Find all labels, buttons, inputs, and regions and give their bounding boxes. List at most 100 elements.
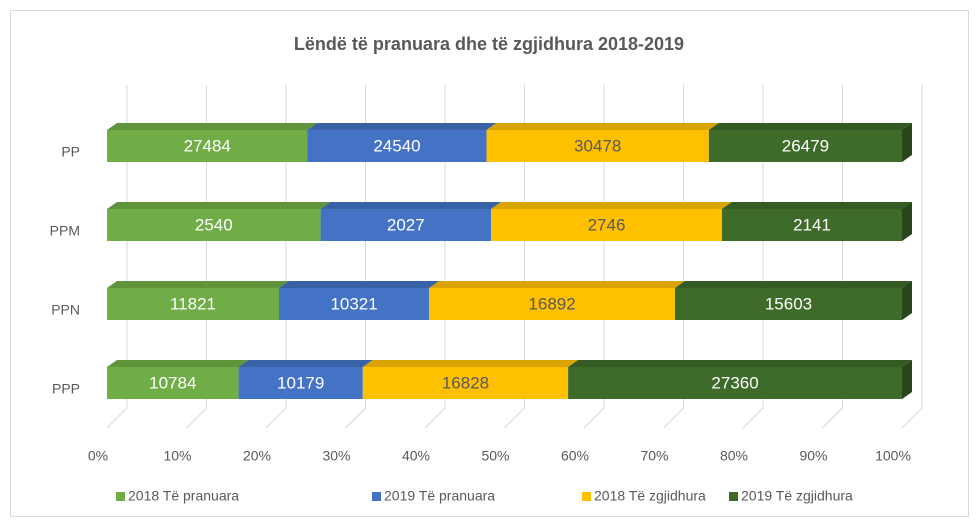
bar-top (429, 281, 685, 288)
data-label: 2746 (588, 215, 626, 234)
bar-segment (107, 123, 318, 162)
data-label: 11821 (170, 294, 216, 313)
bar-top (486, 123, 719, 130)
bar-segment (429, 281, 685, 320)
bar (107, 367, 239, 399)
bar-top-shade (279, 281, 440, 288)
legend-swatch (372, 492, 381, 501)
bar-segment (307, 123, 497, 162)
bar-top (279, 281, 440, 288)
bar (486, 130, 709, 162)
grid-line (186, 85, 207, 429)
bar-segment (107, 281, 290, 320)
x-tick-label: 10% (163, 448, 191, 464)
data-label: 24540 (373, 136, 420, 155)
data-label: 16828 (442, 373, 489, 392)
bar-segment (107, 360, 249, 399)
bar-top-shade (320, 202, 502, 209)
data-label: 2540 (195, 215, 233, 234)
bar-top-shade (107, 360, 249, 367)
bar-top (307, 123, 497, 130)
bar-top-shade (486, 123, 719, 130)
bar-segment (721, 202, 912, 241)
bar-top (721, 202, 912, 209)
bar-top-shade (721, 202, 912, 209)
grid-line (504, 85, 525, 429)
bar-side (902, 281, 912, 320)
bar-segment (362, 360, 579, 399)
data-label: 15603 (765, 294, 812, 313)
data-label: 16892 (528, 294, 575, 313)
bar-segment (279, 281, 440, 320)
grid-line (106, 85, 128, 429)
bar-top-shade (362, 360, 579, 367)
x-tick-label: 30% (322, 448, 350, 464)
grid-line (663, 85, 684, 429)
bar (491, 209, 722, 241)
bar-segment (238, 360, 373, 399)
bar (721, 209, 902, 241)
bar (674, 288, 902, 320)
bar-side-shade (902, 202, 912, 241)
bar-segment (568, 360, 912, 399)
bar (107, 209, 321, 241)
data-label: 10784 (149, 373, 196, 392)
bar-top-shade (674, 281, 912, 288)
data-label: 30478 (574, 136, 621, 155)
data-label: 2027 (387, 215, 425, 234)
legend-swatch (116, 492, 125, 501)
bar (279, 288, 430, 320)
data-label: 27484 (184, 136, 231, 155)
bar-top (107, 202, 331, 209)
legend-swatch (729, 492, 738, 501)
bar (238, 367, 363, 399)
x-tick-label: 70% (640, 448, 668, 464)
chart-border (10, 10, 969, 517)
legend-label: 2019 Të pranuara (384, 488, 495, 504)
y-tick-label: PPN (51, 302, 80, 318)
bar-top (320, 202, 502, 209)
bar-top-shade (429, 281, 685, 288)
x-tick-label: 0% (88, 448, 108, 464)
bar-top (674, 281, 912, 288)
data-label: 2141 (793, 215, 831, 234)
legend-label: 2018 Të zgjidhura (594, 488, 706, 504)
bar-top (107, 360, 249, 367)
grid-line (345, 85, 366, 429)
grid-line (742, 85, 764, 429)
bar-segment (486, 123, 719, 162)
data-label: 10321 (330, 294, 377, 313)
bar-side (902, 123, 912, 162)
bar-top (107, 281, 290, 288)
legend-swatch (582, 492, 591, 501)
bar-top (362, 360, 579, 367)
data-label: 10179 (277, 373, 324, 392)
bar (307, 130, 487, 162)
x-tick-label: 20% (243, 448, 271, 464)
bar-segment (107, 202, 331, 241)
bar (107, 288, 280, 320)
bar (107, 130, 308, 162)
bar-top (708, 123, 912, 130)
bar-segment (674, 281, 912, 320)
data-label: 27360 (711, 373, 758, 392)
bar (362, 367, 569, 399)
bar-segment (708, 123, 912, 162)
x-tick-label: 40% (402, 448, 430, 464)
bar-side (902, 202, 912, 241)
y-tick-label: PPM (50, 223, 80, 239)
bar-top (107, 123, 318, 130)
x-tick-label: 50% (481, 448, 509, 464)
grid-line (265, 85, 287, 429)
bar-top (238, 360, 373, 367)
bar (429, 288, 675, 320)
bar-top-shade (107, 281, 290, 288)
bar-side (902, 360, 912, 399)
legend-label: 2018 Të pranuara (128, 488, 239, 504)
bar-segment (320, 202, 502, 241)
x-tick-label: 60% (561, 448, 589, 464)
bar (320, 209, 492, 241)
bar-side-shade (902, 281, 912, 320)
bar (568, 367, 902, 399)
